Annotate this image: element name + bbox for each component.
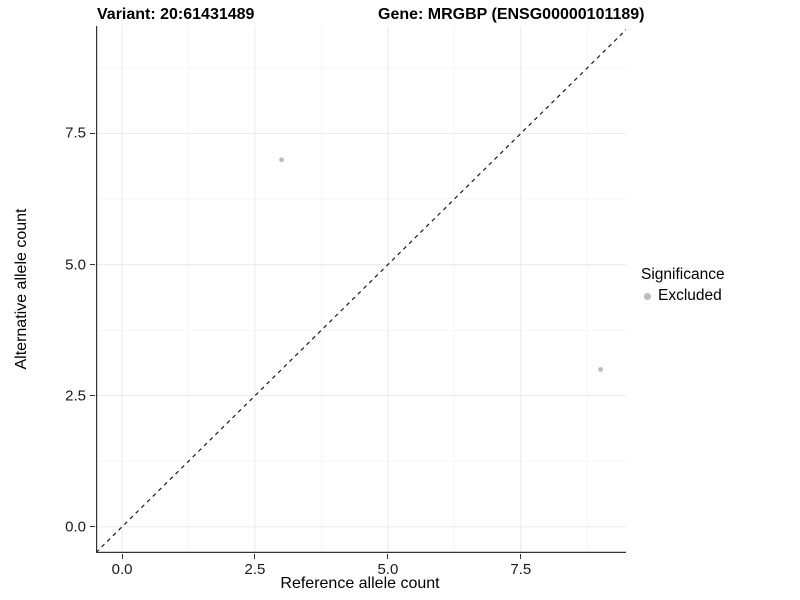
x-tick-mark [520, 554, 522, 559]
x-tick-label: 5.0 [377, 561, 399, 578]
x-tick-mark [254, 554, 256, 559]
y-tick-mark [90, 264, 95, 266]
data-point [598, 367, 603, 372]
legend-point-icon [643, 292, 651, 300]
plot-panel [96, 26, 626, 554]
x-tick-label: 0.0 [111, 561, 133, 578]
x-tick-mark [387, 554, 389, 559]
y-tick-label: 0.0 [65, 518, 86, 536]
plot-title-gene: Gene: MRGBP (ENSG00000101189) [378, 6, 645, 23]
y-axis-title: Alternative allele count [13, 208, 30, 370]
legend-entry: Excluded [638, 287, 725, 305]
x-axis-title: Reference allele count [280, 575, 440, 592]
y-tick-mark [90, 132, 95, 134]
legend-key [638, 287, 656, 305]
x-tick-label: 7.5 [510, 561, 532, 578]
legend: Significance Excluded [638, 266, 725, 305]
x-tick-label: 2.5 [244, 561, 266, 578]
y-tick-mark [90, 526, 95, 528]
plot-area [96, 26, 626, 554]
identity-dashed-line [96, 28, 626, 554]
data-point [279, 157, 284, 163]
x-tick-mark [121, 554, 123, 559]
legend-title: Significance [641, 266, 725, 283]
legend-entries: Excluded [638, 287, 725, 305]
y-tick-mark [90, 395, 95, 397]
y-tick-label: 5.0 [65, 256, 86, 274]
y-tick-label: 7.5 [65, 124, 86, 142]
plot-title-variant: Variant: 20:61431489 [97, 6, 255, 23]
legend-entry-label: Excluded [658, 287, 722, 304]
y-tick-label: 2.5 [65, 387, 86, 405]
